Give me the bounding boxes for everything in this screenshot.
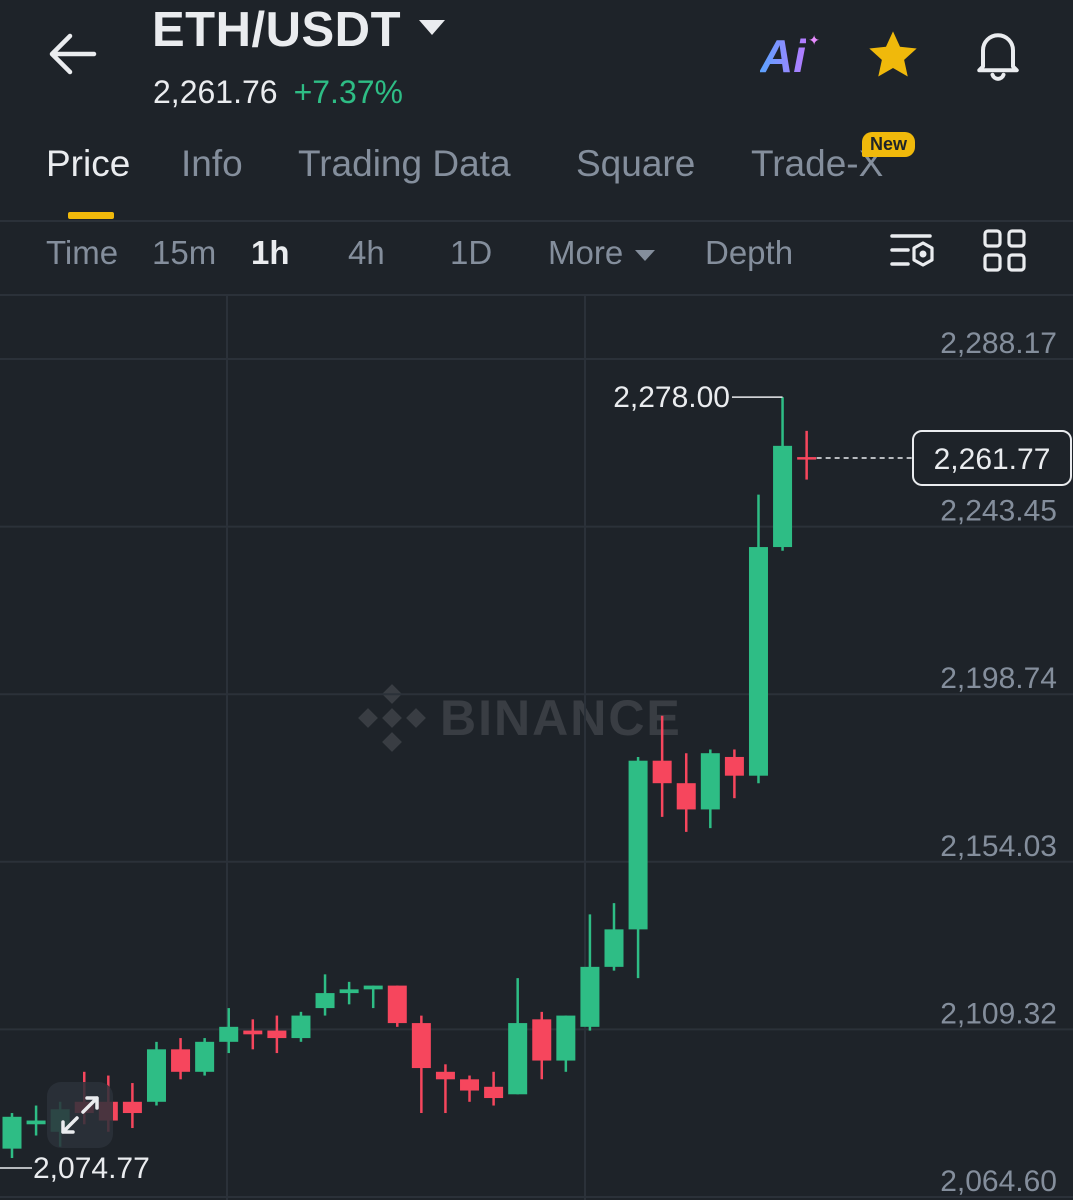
change-percent: +7.37% [293, 74, 403, 110]
interval-depth[interactable]: Depth [705, 234, 794, 271]
main-tabs: Price Info Trading Data Square Trade-X [0, 135, 1073, 221]
candle-body [171, 1049, 191, 1072]
ai-label: Ai [760, 30, 806, 82]
expand-chart-button[interactable] [47, 1082, 113, 1148]
tab-info[interactable]: Info [181, 143, 243, 184]
tab-trade-x[interactable]: Trade-X [751, 143, 884, 184]
price-summary: 2,261.76 +7.37% [153, 74, 403, 111]
chart-settings-icon[interactable] [888, 228, 938, 276]
candle-body [460, 1079, 480, 1091]
candle-body [411, 1023, 431, 1069]
candle-body [580, 966, 600, 1027]
y-axis-tick-label: 2,243.45 [940, 495, 1057, 528]
interval-1d[interactable]: 1D [450, 234, 493, 271]
candle-body [122, 1101, 142, 1114]
candle-body [435, 1071, 455, 1080]
candle-body [219, 1026, 239, 1042]
back-arrow-icon[interactable] [44, 28, 104, 80]
y-axis-tick-label: 2,109.32 [940, 997, 1057, 1030]
caret-down-icon [635, 249, 656, 261]
candle-body [797, 457, 817, 460]
interval-time[interactable]: Time [46, 234, 119, 271]
candle-body [243, 1030, 263, 1035]
watermark-text: BINANCE [440, 690, 682, 746]
candle-body [484, 1086, 504, 1099]
y-axis-tick-label: 2,064.60 [940, 1165, 1057, 1198]
current-price-label: 2,261.77 [934, 443, 1051, 476]
candle-body [532, 1019, 552, 1061]
candle-body [315, 993, 335, 1009]
candle-body [748, 547, 768, 776]
low-price-label: 2,074.77 [33, 1152, 150, 1185]
y-axis-tick-label: 2,154.03 [940, 830, 1057, 863]
candle-body [508, 1023, 528, 1095]
candle-body [291, 1015, 311, 1039]
layout-grid-icon[interactable] [982, 228, 1028, 274]
sparkle-icon: ✦ [808, 32, 820, 48]
new-badge: New [862, 132, 916, 157]
candle-body [652, 760, 672, 784]
candle-body [146, 1049, 166, 1102]
pair-title: ETH/USDT [152, 3, 401, 57]
interval-1h[interactable]: 1h [251, 234, 290, 271]
tabs-divider [0, 220, 1073, 222]
caret-down-icon [419, 19, 445, 35]
last-price: 2,261.76 [153, 74, 278, 110]
interval-more[interactable]: More [548, 234, 656, 272]
y-axis-tick-label: 2,288.17 [940, 327, 1057, 360]
candle-body [773, 445, 793, 548]
binance-watermark: BINANCE [356, 682, 682, 754]
candlestick-chart[interactable]: 2,288.17 2,243.45 2,198.74 2,154.03 2,109.32… [0, 296, 1073, 1200]
candle-body [2, 1116, 22, 1149]
candle-body [676, 783, 696, 810]
interval-bar: Time 15m 1h 4h 1D More Depth [0, 222, 1073, 294]
bell-icon[interactable] [968, 24, 1028, 84]
binance-logo-icon [358, 684, 426, 752]
ai-button[interactable]: Ai ✦ [760, 28, 822, 84]
interval-15m[interactable]: 15m [152, 234, 217, 271]
favorite-star-icon[interactable] [864, 26, 922, 84]
interval-divider [0, 294, 1073, 296]
candle-body [628, 760, 648, 930]
candle-body [363, 985, 383, 990]
candle-body [339, 989, 359, 994]
interval-4h[interactable]: 4h [348, 234, 385, 271]
tab-trading-data[interactable]: Trading Data [298, 143, 511, 184]
candle-body [267, 1030, 287, 1039]
candle-body [556, 1015, 576, 1061]
candle-body [604, 929, 624, 967]
y-axis-tick-label: 2,198.74 [940, 662, 1057, 695]
active-tab-indicator [68, 212, 114, 219]
candle-body [724, 756, 744, 776]
candle-body [26, 1120, 46, 1125]
candle-body [195, 1041, 215, 1072]
more-label: More [548, 234, 624, 271]
pair-selector[interactable]: ETH/USDT [152, 2, 445, 58]
tab-square[interactable]: Square [576, 143, 696, 184]
expand-arrows-icon [61, 1096, 99, 1134]
candle-body [387, 985, 407, 1024]
tab-price[interactable]: Price [46, 143, 131, 184]
candle-body [700, 753, 720, 810]
high-price-label: 2,278.00 [613, 381, 730, 414]
current-price-box [912, 429, 1072, 486]
